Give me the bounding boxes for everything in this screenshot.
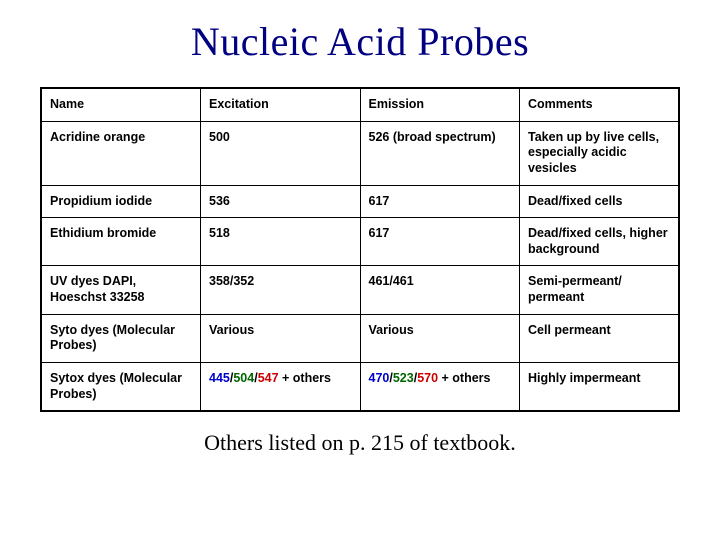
cell-excitation: 518: [201, 218, 361, 266]
cell-comments: Taken up by live cells, especially acidi…: [520, 121, 680, 185]
cell-emission: 617: [360, 218, 520, 266]
table-row: Syto dyes (Molecular Probes)VariousVario…: [41, 314, 679, 362]
table-row: Acridine orange500526 (broad spectrum)Ta…: [41, 121, 679, 185]
cell-emission: 470/523/570 + others: [360, 362, 520, 411]
cell-name: Propidium iodide: [41, 185, 201, 218]
cell-comments: Dead/fixed cells, higher background: [520, 218, 680, 266]
cell-excitation: 500: [201, 121, 361, 185]
table-row: Sytox dyes (Molecular Probes)445/504/547…: [41, 362, 679, 411]
table-header-row: Name Excitation Emission Comments: [41, 88, 679, 121]
cell-comments: Cell permeant: [520, 314, 680, 362]
cell-comments: Dead/fixed cells: [520, 185, 680, 218]
col-header-comments: Comments: [520, 88, 680, 121]
probes-table: Name Excitation Emission Comments Acridi…: [40, 87, 680, 412]
cell-comments: Highly impermeant: [520, 362, 680, 411]
cell-comments: Semi-permeant/ permeant: [520, 266, 680, 314]
col-header-name: Name: [41, 88, 201, 121]
cell-excitation: Various: [201, 314, 361, 362]
cell-excitation: 358/352: [201, 266, 361, 314]
slide-title: Nucleic Acid Probes: [40, 18, 680, 65]
table-body: Acridine orange500526 (broad spectrum)Ta…: [41, 121, 679, 411]
cell-emission: Various: [360, 314, 520, 362]
slide: Nucleic Acid Probes Name Excitation Emis…: [0, 0, 720, 540]
cell-excitation: 536: [201, 185, 361, 218]
cell-excitation: 445/504/547 + others: [201, 362, 361, 411]
cell-name: Sytox dyes (Molecular Probes): [41, 362, 201, 411]
table-row: Propidium iodide536617Dead/fixed cells: [41, 185, 679, 218]
cell-name: Syto dyes (Molecular Probes): [41, 314, 201, 362]
cell-name: UV dyes DAPI, Hoeschst 33258: [41, 266, 201, 314]
col-header-excitation: Excitation: [201, 88, 361, 121]
cell-emission: 617: [360, 185, 520, 218]
cell-name: Ethidium bromide: [41, 218, 201, 266]
footer-note: Others listed on p. 215 of textbook.: [40, 430, 680, 456]
table-row: Ethidium bromide518617Dead/fixed cells, …: [41, 218, 679, 266]
col-header-emission: Emission: [360, 88, 520, 121]
cell-emission: 526 (broad spectrum): [360, 121, 520, 185]
cell-emission: 461/461: [360, 266, 520, 314]
table-row: UV dyes DAPI, Hoeschst 33258358/352461/4…: [41, 266, 679, 314]
cell-name: Acridine orange: [41, 121, 201, 185]
